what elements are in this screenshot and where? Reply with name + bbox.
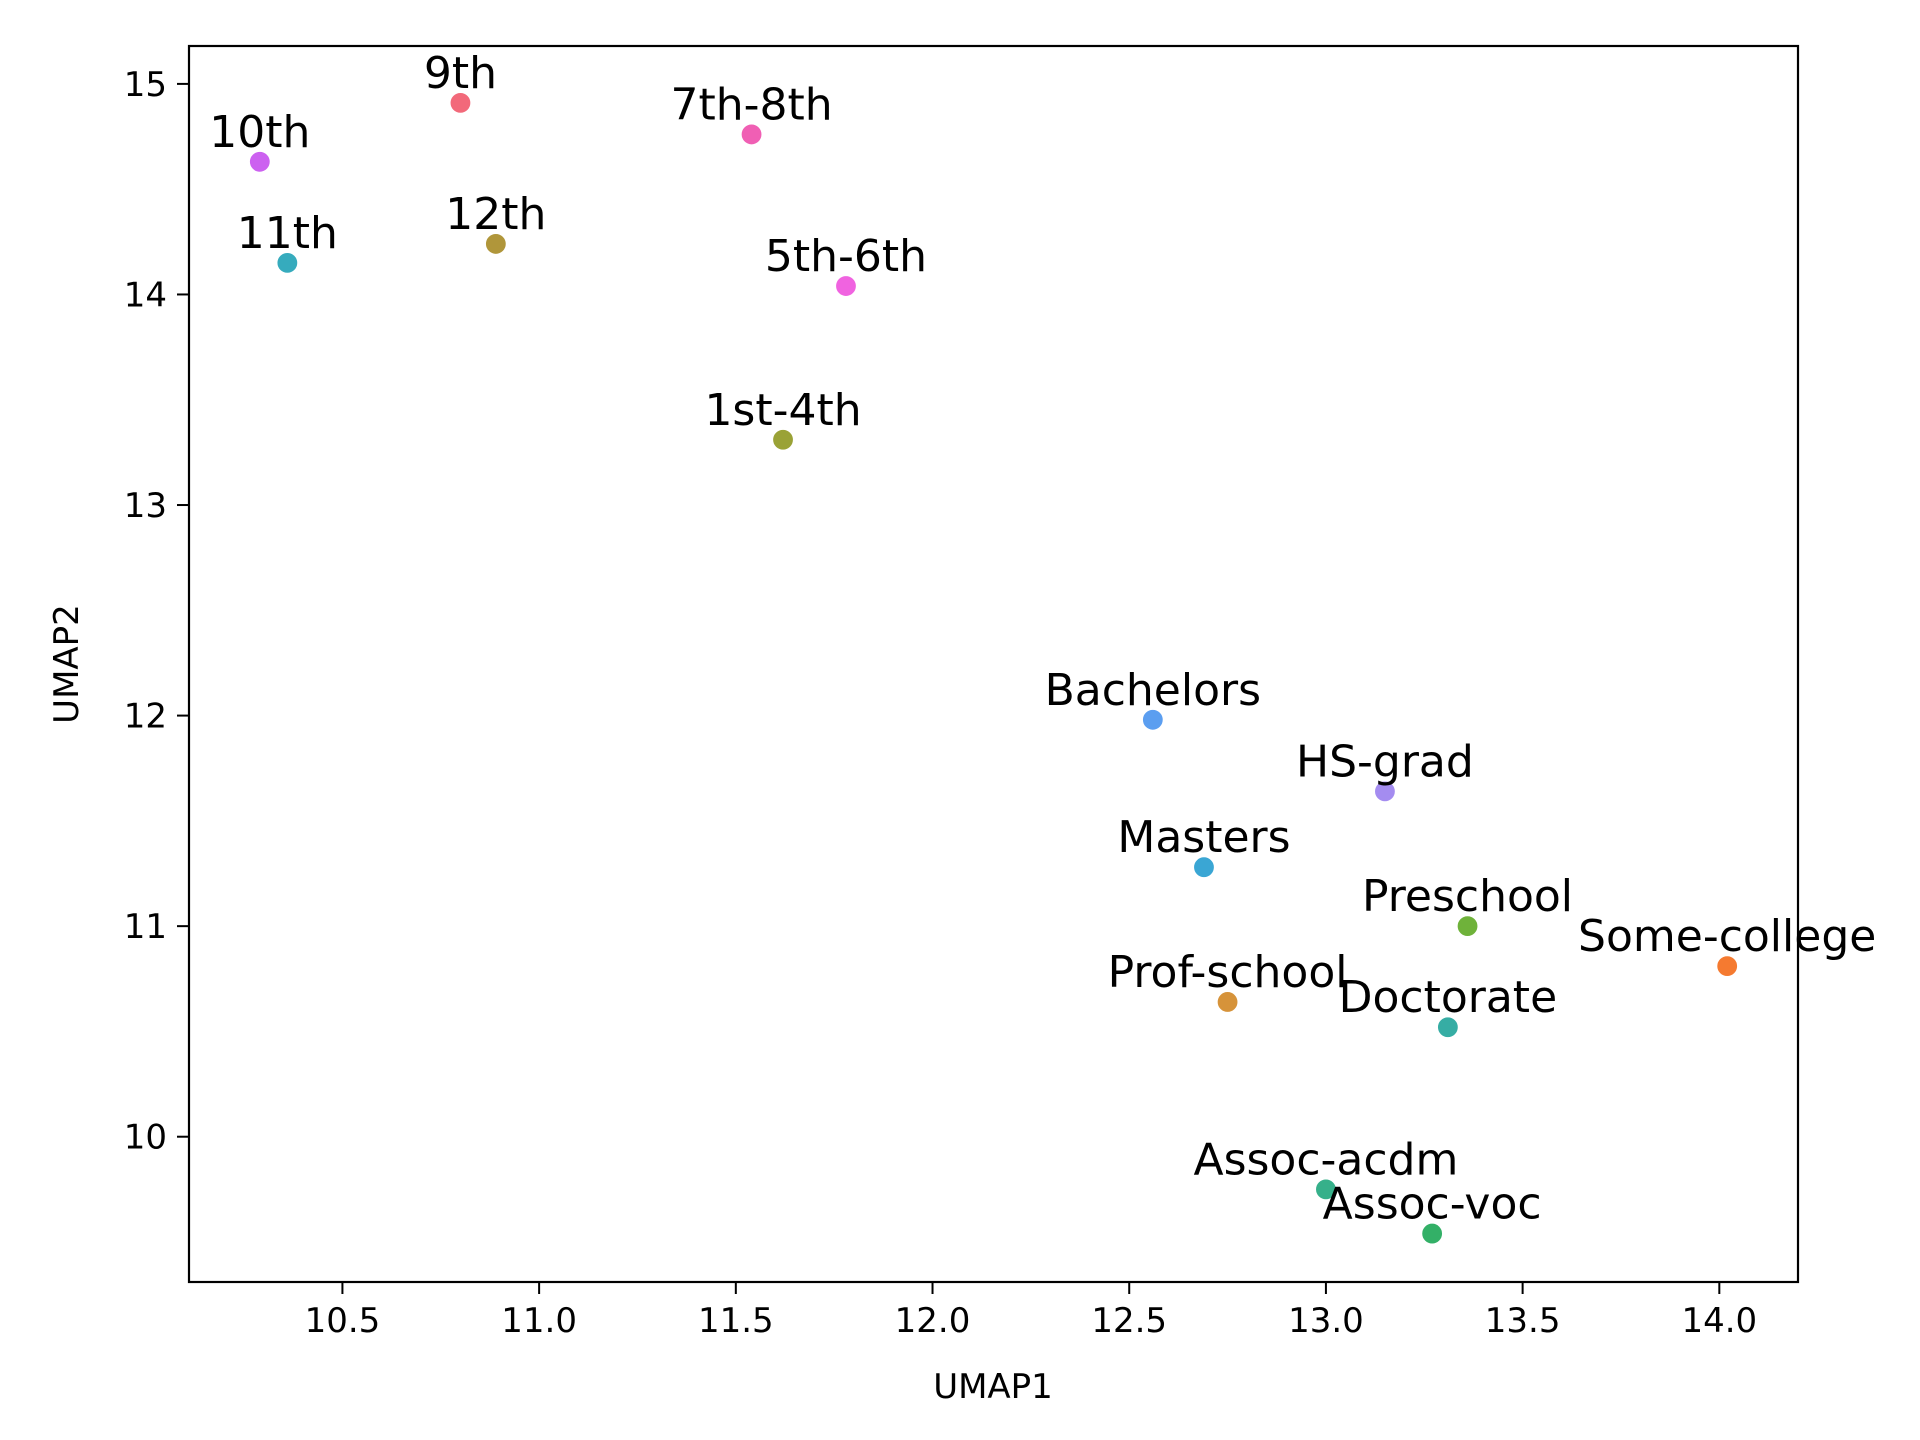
y-tick-label: 15 — [124, 65, 167, 105]
point-label: 11th — [237, 208, 338, 259]
y-axis-label: UMAP2 — [47, 604, 87, 724]
data-point — [248, 150, 271, 173]
point-label: 10th — [209, 107, 310, 158]
point-label: Some-college — [1578, 911, 1876, 962]
x-tick-label: 14.0 — [1681, 1301, 1757, 1341]
data-point — [449, 91, 472, 114]
data-point — [1373, 780, 1397, 803]
plot-area — [187, 44, 1800, 1284]
data-point — [1141, 708, 1164, 731]
x-axis-ticks: 10.5 11.0 11.5 12.0 12.5 13.0 13.5 14.0 — [305, 1282, 1757, 1341]
point-label: Assoc-acdm — [1193, 1134, 1458, 1185]
y-tick-label: 13 — [124, 486, 167, 526]
x-tick-label: 10.5 — [305, 1301, 381, 1341]
x-tick-label: 13.5 — [1485, 1301, 1561, 1341]
x-tick-label: 11.5 — [698, 1301, 774, 1341]
point-label: 9th — [424, 48, 497, 99]
y-tick-label: 14 — [124, 275, 167, 315]
x-tick-label: 12.5 — [1091, 1301, 1167, 1341]
data-point — [1716, 955, 1739, 978]
point-label: Doctorate — [1339, 972, 1558, 1023]
y-tick-label: 11 — [124, 907, 167, 947]
point-label: 12th — [445, 189, 546, 240]
point-label: HS-grad — [1296, 736, 1474, 787]
point-labels: 10th 9th 11th 12th 7th-8th 5th-6th 1st-4th Bach… — [209, 48, 1876, 1230]
point-label: Prof-school — [1108, 947, 1348, 998]
point-label: Bachelors — [1045, 665, 1261, 716]
data-point — [771, 428, 795, 451]
data-point — [1314, 1178, 1338, 1201]
data-point — [1421, 1222, 1444, 1245]
point-label: 5th-6th — [765, 231, 927, 282]
data-point — [484, 232, 507, 256]
point-label: 7th-8th — [670, 79, 832, 130]
data-point — [1216, 990, 1239, 1014]
point-label: Assoc-voc — [1323, 1179, 1542, 1230]
point-label: Masters — [1117, 812, 1290, 863]
y-axis-ticks: 10 11 12 13 14 15 — [124, 65, 189, 1158]
x-tick-label: 12.0 — [895, 1301, 971, 1341]
y-tick-label: 10 — [124, 1118, 167, 1158]
data-point — [1192, 856, 1216, 879]
data-point — [1456, 915, 1479, 938]
point-label: Preschool — [1362, 871, 1573, 922]
data-point — [276, 251, 299, 274]
data-points — [248, 91, 1739, 1245]
y-tick-label: 12 — [124, 697, 167, 737]
data-point — [740, 123, 763, 146]
data-point — [834, 274, 858, 298]
point-label: 1st-4th — [704, 385, 861, 436]
x-tick-label: 11.0 — [501, 1301, 577, 1341]
data-point — [1436, 1016, 1459, 1039]
x-axis-label: UMAP1 — [933, 1367, 1053, 1407]
x-tick-label: 13.0 — [1288, 1301, 1364, 1341]
